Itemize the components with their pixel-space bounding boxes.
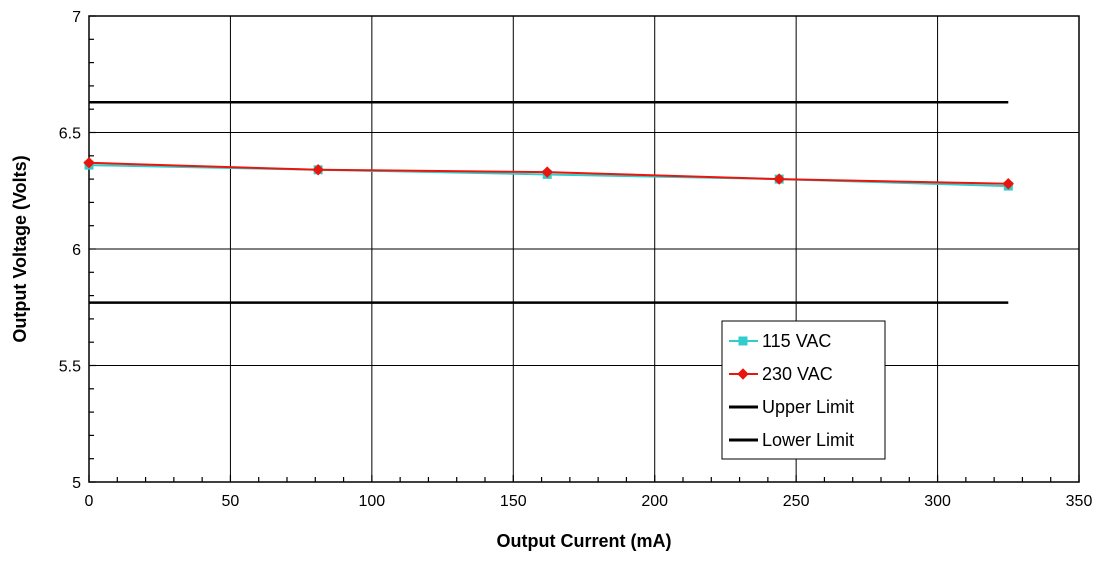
x-tick-label: 0 [85,493,94,510]
legend-label: 230 VAC [762,364,833,384]
x-tick-label: 300 [924,493,951,510]
legend-box [721,320,886,460]
legend-entry: Lower Limit [729,430,854,450]
legend-entry: 230 VAC [729,364,833,384]
y-tick-label: 6 [72,242,81,259]
data-point [1002,178,1014,190]
x-tick-label: 50 [222,493,240,510]
legend-swatch-marker [738,336,748,346]
legend-label: Lower Limit [762,430,854,450]
x-axis-title: Output Current (mA) [497,531,672,551]
data-point [312,164,324,176]
grid-lines [89,16,1079,482]
x-axis-tick-labels: 0 50 100 150 200 250 300 350 [85,493,1093,510]
legend-label: Upper Limit [762,397,854,417]
legend: 115 VAC 230 VAC Upper Limit Lower Limit [721,320,886,460]
legend-entry: Upper Limit [729,397,854,417]
x-tick-label: 250 [783,493,810,510]
x-tick-label: 100 [359,493,386,510]
x-tick-label: 150 [500,493,527,510]
y-axis-tick-labels: 5 5.5 6 6.5 7 [59,9,81,492]
x-tick-label: 350 [1066,493,1093,510]
y-axis-title: Output Voltage (Volts) [10,155,30,342]
minor-ticks [88,15,1080,483]
legend-entry: 115 VAC [729,331,831,351]
y-tick-label: 7 [72,9,81,26]
data-point [541,166,553,178]
series-230-vac [83,157,1014,190]
plot-area-frame [88,15,1080,483]
legend-swatch-marker [737,368,749,380]
y-tick-label: 5.5 [59,359,81,376]
data-point [83,157,95,169]
y-tick-label: 6.5 [59,126,81,143]
y-tick-label: 5 [72,475,81,492]
x-tick-label: 200 [641,493,668,510]
series-layer [83,100,1014,304]
data-point [773,173,785,185]
legend-label: 115 VAC [762,331,831,351]
